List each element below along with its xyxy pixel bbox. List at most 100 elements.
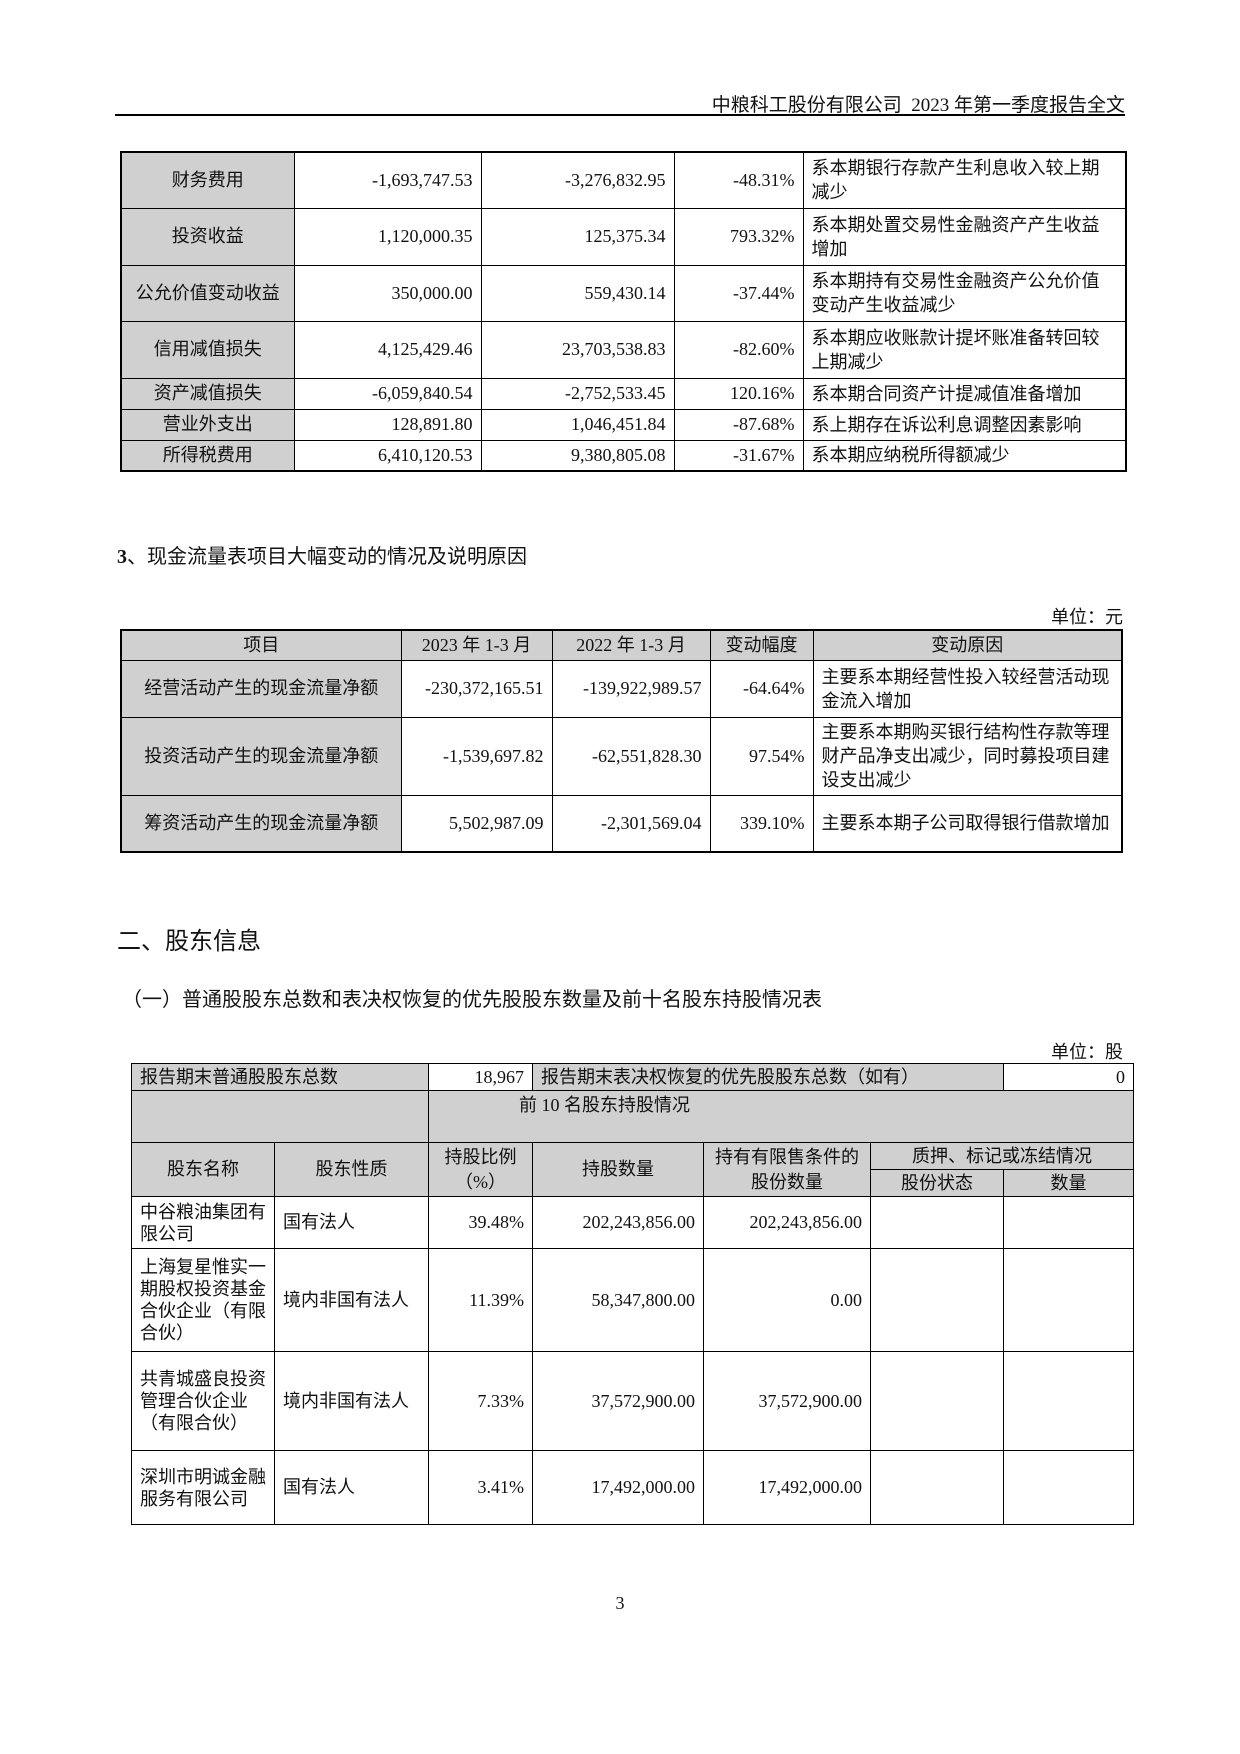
shareholder-row: 上海复星惟实一期股权投资基金合伙企业（有限合伙） 境内非国有法人 11.39% 58,… xyxy=(131,1248,1135,1352)
previous-value: 559,430.14 xyxy=(480,264,675,322)
col-name: 股东名称 xyxy=(131,1142,275,1197)
pledge-status xyxy=(869,1248,1005,1352)
heading-text: 、现金流量表项目大幅变动的情况及说明原因 xyxy=(127,546,527,568)
shareholder-name: 中谷粮油集团有限公司 xyxy=(131,1196,275,1249)
row-item: 经营活动产生的现金流量净额 xyxy=(120,659,402,718)
pledge-qty xyxy=(1003,1450,1135,1525)
top10-label: 前 10 名股东持股情况 xyxy=(427,1090,1135,1143)
pledge-qty xyxy=(1003,1248,1135,1352)
current-value: 4,125,429.46 xyxy=(293,320,482,379)
page-header-title: 中粮科工股份有限公司 2023 年第一季度报告全文 xyxy=(711,95,1125,116)
current-value: 6,410,120.53 xyxy=(293,439,482,472)
preferred-shareholders-value: 0 xyxy=(1003,1063,1135,1091)
previous-value: 23,703,538.83 xyxy=(480,320,675,379)
shareholder-nature: 境内非国有法人 xyxy=(274,1351,429,1451)
shareholder-name: 共青城盛良投资管理合伙企业（有限合伙） xyxy=(131,1351,275,1451)
pledge-status xyxy=(869,1450,1005,1525)
change-rate: 120.16% xyxy=(673,377,804,410)
shareholder-row: 中谷粮油集团有限公司 国有法人 39.48% 202,243,856.00 202,24… xyxy=(131,1196,1135,1249)
current-value: -1,539,697.82 xyxy=(400,716,553,796)
table-row: 经营活动产生的现金流量净额 -230,372,165.51 -139,922,989… xyxy=(120,659,1123,718)
shareholder-name: 深圳市明诚金融服务有限公司 xyxy=(131,1450,275,1525)
previous-value: -139,922,989.57 xyxy=(551,659,711,718)
row-item: 营业外支出 xyxy=(120,408,295,441)
column-header: 项目 xyxy=(120,629,402,661)
income-change-table: 财务费用 -1,693,747.53 -3,276,832.95 -48.31% 系本期… xyxy=(120,151,1127,472)
current-value: 1,120,000.35 xyxy=(293,207,482,266)
col-pledge-qty: 数量 xyxy=(1003,1169,1135,1197)
shareholder-unit: 单位：股 xyxy=(1051,1042,1123,1062)
current-value: -6,059,840.54 xyxy=(293,377,482,410)
col-nature: 股东性质 xyxy=(274,1142,429,1197)
holding-ratio: 7.33% xyxy=(428,1351,533,1451)
col-pledge-status: 股份状态 xyxy=(869,1169,1005,1197)
shareholder-nature: 国有法人 xyxy=(274,1196,429,1249)
change-rate: -82.60% xyxy=(673,320,804,379)
change-rate: 97.54% xyxy=(709,716,814,796)
change-rate: -48.31% xyxy=(673,151,804,209)
restricted-shares: 17,492,000.00 xyxy=(703,1450,871,1525)
blank-cell xyxy=(131,1090,429,1143)
col-pledge: 质押、标记或冻结情况 xyxy=(869,1142,1135,1170)
change-reason: 系本期应纳税所得额减少 xyxy=(802,439,1127,472)
restricted-shares: 202,243,856.00 xyxy=(703,1196,871,1249)
row-item: 筹资活动产生的现金流量净额 xyxy=(120,794,402,853)
current-value: -1,693,747.53 xyxy=(293,151,482,209)
col-ratio: 持股比例（%） xyxy=(428,1142,533,1197)
change-reason: 主要系本期购买银行结构性存款等理财产品净支出减少，同时募投项目建设支出减少 xyxy=(812,716,1123,796)
change-reason: 主要系本期经营性投入较经营活动现金流入增加 xyxy=(812,659,1123,718)
change-reason: 系本期银行存款产生利息收入较上期减少 xyxy=(802,151,1127,209)
previous-value: 1,046,451.84 xyxy=(480,408,675,441)
table-row: 营业外支出 128,891.80 1,046,451.84 -87.68% 系上期存在诉… xyxy=(120,408,1127,441)
table-row: 筹资活动产生的现金流量净额 5,502,987.09 -2,301,569.04 33… xyxy=(120,794,1123,853)
page-number: 3 xyxy=(615,1593,625,1613)
share-count: 202,243,856.00 xyxy=(532,1196,704,1249)
change-reason: 系上期存在诉讼利息调整因素影响 xyxy=(802,408,1127,441)
change-rate: -64.64% xyxy=(709,659,814,718)
current-value: 350,000.00 xyxy=(293,264,482,322)
col-restricted: 持有有限售条件的股份数量 xyxy=(703,1142,871,1197)
change-reason: 系本期持有交易性金融资产公允价值变动产生收益减少 xyxy=(802,264,1127,322)
total-shareholders-label: 报告期末普通股股东总数 xyxy=(131,1063,429,1091)
holding-ratio: 11.39% xyxy=(428,1248,533,1352)
change-rate: -37.44% xyxy=(673,264,804,322)
share-count: 37,572,900.00 xyxy=(532,1351,704,1451)
change-rate: -87.68% xyxy=(673,408,804,441)
column-header: 2022 年 1-3 月 xyxy=(551,629,711,661)
total-shareholders-value: 18,967 xyxy=(428,1063,533,1091)
cashflow-table: 项目 2023 年 1-3 月 2022 年 1-3 月变动幅度 变动原因 经营活动产… xyxy=(120,629,1123,853)
header-divider xyxy=(115,114,1125,116)
column-header: 变动原因 xyxy=(812,629,1123,661)
row-item: 信用减值损失 xyxy=(120,320,295,379)
shareholder-row: 共青城盛良投资管理合伙企业（有限合伙） 境内非国有法人 7.33% 37,572,90… xyxy=(131,1351,1135,1451)
holding-ratio: 39.48% xyxy=(428,1196,533,1249)
current-value: 5,502,987.09 xyxy=(400,794,553,853)
previous-value: -62,551,828.30 xyxy=(551,716,711,796)
previous-value: -2,301,569.04 xyxy=(551,794,711,853)
shareholder-table: 报告期末普通股股东总数 18,967 报告期末表决权恢复的优先股股东总数（如有）… xyxy=(131,1063,1135,1525)
change-rate: 339.10% xyxy=(709,794,814,853)
change-rate: 793.32% xyxy=(673,207,804,266)
shareholder-nature: 境内非国有法人 xyxy=(274,1248,429,1352)
table-row: 财务费用 -1,693,747.53 -3,276,832.95 -48.31% 系本期… xyxy=(120,151,1127,209)
shareholder-row: 深圳市明诚金融服务有限公司 国有法人 3.41% 17,492,000.00 17,49… xyxy=(131,1450,1135,1525)
table-row: 所得税费用 6,410,120.53 9,380,805.08 -31.67% 系本期应… xyxy=(120,439,1127,472)
shareholder-nature: 国有法人 xyxy=(274,1450,429,1525)
previous-value: -3,276,832.95 xyxy=(480,151,675,209)
table-row: 投资活动产生的现金流量净额 -1,539,697.82 -62,551,828.30… xyxy=(120,716,1123,796)
column-header: 2023 年 1-3 月 xyxy=(400,629,553,661)
cashflow-unit: 单位：元 xyxy=(1051,607,1123,627)
row-item: 资产减值损失 xyxy=(120,377,295,410)
change-reason: 系本期合同资产计提减值准备增加 xyxy=(802,377,1127,410)
row-item: 财务费用 xyxy=(120,151,295,209)
change-reason: 主要系本期子公司取得银行借款增加 xyxy=(812,794,1123,853)
restricted-shares: 0.00 xyxy=(703,1248,871,1352)
share-count: 58,347,800.00 xyxy=(532,1248,704,1352)
shareholder-name: 上海复星惟实一期股权投资基金合伙企业（有限合伙） xyxy=(131,1248,275,1352)
change-rate: -31.67% xyxy=(673,439,804,472)
share-count: 17,492,000.00 xyxy=(532,1450,704,1525)
change-reason: 系本期应收账款计提坏账准备转回较上期减少 xyxy=(802,320,1127,379)
table-row: 资产减值损失 -6,059,840.54 -2,752,533.45 120.16% 系… xyxy=(120,377,1127,410)
heading-number: 3 xyxy=(117,546,127,568)
previous-value: 9,380,805.08 xyxy=(480,439,675,472)
